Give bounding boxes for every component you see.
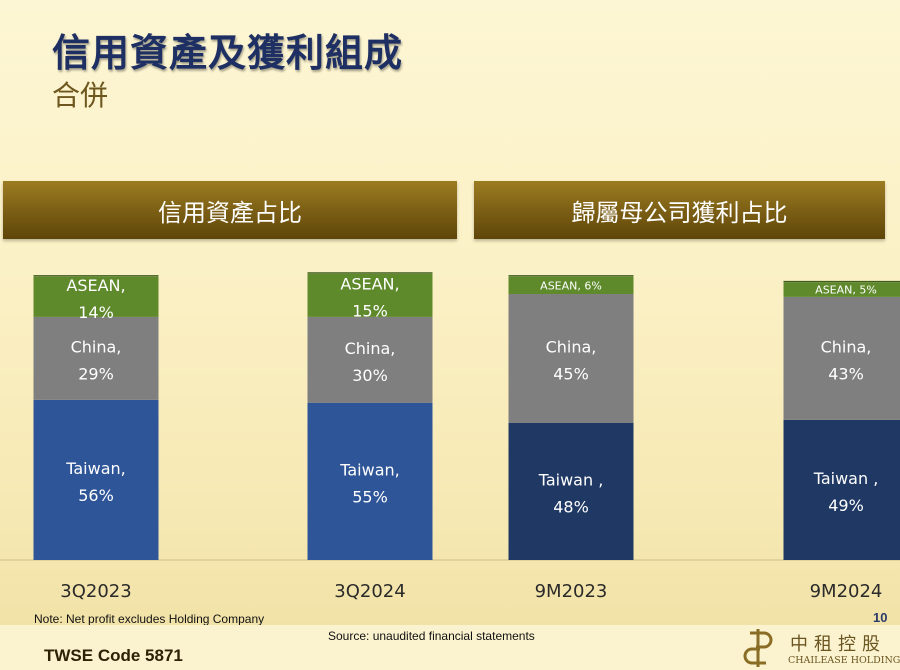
- source-note: Source: unaudited financial statements: [328, 629, 535, 643]
- category-label: 3Q2024: [334, 581, 405, 602]
- bar-segment-china: [783, 296, 900, 420]
- bar-value-china: 45%: [553, 364, 589, 383]
- bar-value-taiwan: 49%: [828, 496, 864, 515]
- bar-label-china: China,: [546, 337, 597, 356]
- bar-label-china: China,: [71, 337, 122, 356]
- bar-label-taiwan: Taiwan,: [339, 460, 400, 479]
- credit-assets-banner: 信用資產占比: [3, 181, 457, 239]
- bars-layer: Taiwan, 56% China, 29% ASEAN, 14% 3Q2023 Taiwan…: [33, 272, 900, 602]
- bar-segment-china: [508, 294, 634, 423]
- ticker-code: TWSE Code 5871: [44, 646, 183, 665]
- bar-segment-taiwan: [508, 422, 634, 560]
- bar-label-asean: ASEAN, 6%: [540, 279, 602, 292]
- bar-label-taiwan: Taiwan,: [65, 459, 126, 478]
- bar-label-asean: ASEAN,: [340, 274, 399, 293]
- bar-segment-asean: [307, 274, 433, 317]
- bar-label-asean: ASEAN, 5%: [815, 284, 877, 297]
- category-label: 9M2023: [535, 581, 608, 602]
- bar-value-taiwan: 56%: [78, 486, 114, 505]
- bar-segment-taiwan: [783, 419, 900, 560]
- bar-value-asean: 14%: [78, 303, 114, 322]
- profit-banner-label: 歸屬母公司獲利占比: [571, 198, 788, 227]
- bar-segment-taiwan: [307, 402, 433, 560]
- bar-segment-asean: [783, 282, 900, 297]
- category-label: 9M2024: [810, 581, 883, 602]
- bar-label-taiwan: Taiwan ,: [538, 470, 604, 489]
- bar-value-asean: 15%: [352, 301, 388, 320]
- bar-segment-china: [307, 316, 433, 403]
- bar-segment-china: [33, 316, 159, 400]
- bar-value-china: 29%: [78, 364, 114, 383]
- category-label: 3Q2023: [60, 581, 131, 602]
- bar-segment-asean: [33, 276, 159, 317]
- stacked-bar-chart: Taiwan, 56% China, 29% ASEAN, 14% 3Q2023 Taiwan…: [0, 272, 900, 602]
- bar-label-china: China,: [345, 339, 396, 358]
- bar-label-taiwan: Taiwan ,: [813, 469, 879, 488]
- chailease-logo-icon: [743, 629, 773, 667]
- logo-chinese-name: 中租控股: [790, 634, 886, 655]
- bar-label-china: China,: [821, 337, 872, 356]
- bar-value-china: 30%: [352, 366, 388, 385]
- footnote: Note: Net profit excludes Holding Compan…: [34, 612, 265, 626]
- bar-label-asean: ASEAN,: [66, 276, 125, 295]
- bar-value-taiwan: 48%: [553, 497, 589, 516]
- page-subtitle: 合併: [52, 79, 109, 112]
- logo-english-name: CHAILEASE HOLDING: [788, 655, 900, 666]
- page-number: 10: [873, 610, 888, 625]
- credit-assets-banner-label: 信用資產占比: [158, 198, 302, 227]
- page-title: 信用資產及獲利組成: [52, 31, 404, 75]
- bar-value-taiwan: 55%: [352, 487, 388, 506]
- bar-segment-taiwan: [33, 399, 159, 560]
- bar-segment-asean: [508, 276, 634, 295]
- profit-banner: 歸屬母公司獲利占比: [474, 181, 885, 239]
- bar-value-china: 43%: [828, 364, 864, 383]
